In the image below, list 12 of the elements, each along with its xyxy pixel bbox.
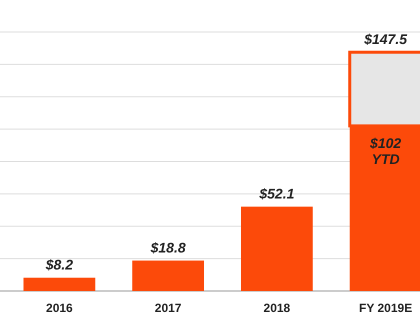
bar bbox=[132, 260, 204, 291]
bar bbox=[240, 206, 313, 291]
data-label: $102 YTD bbox=[369, 134, 402, 167]
x-tick-label: FY 2019E bbox=[359, 301, 412, 315]
x-tick-label: 2018 bbox=[264, 301, 291, 315]
x-tick-label: 2016 bbox=[46, 301, 74, 315]
total-label: $147.5 bbox=[363, 31, 408, 48]
bar bbox=[23, 278, 96, 291]
total-label: $8.2 bbox=[44, 256, 74, 273]
x-tick-label: 2017 bbox=[154, 301, 182, 315]
total-label: $52.1 bbox=[258, 186, 295, 202]
total-label: $18.8 bbox=[150, 240, 186, 256]
